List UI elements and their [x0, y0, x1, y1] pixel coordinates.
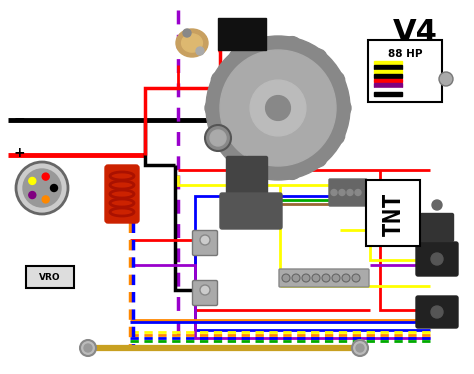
Circle shape [42, 173, 49, 180]
Circle shape [229, 149, 247, 167]
Circle shape [309, 49, 327, 67]
Circle shape [292, 274, 300, 282]
FancyBboxPatch shape [420, 214, 454, 242]
Bar [374, 74, 402, 77]
Text: +: + [14, 146, 26, 160]
Circle shape [352, 340, 368, 356]
Circle shape [200, 285, 210, 295]
Circle shape [332, 274, 340, 282]
FancyBboxPatch shape [416, 242, 458, 276]
Text: TNT: TNT [381, 190, 405, 236]
Text: V4: V4 [392, 18, 438, 47]
FancyBboxPatch shape [192, 280, 218, 306]
Circle shape [205, 125, 231, 151]
Circle shape [342, 274, 350, 282]
FancyBboxPatch shape [329, 179, 367, 206]
Circle shape [327, 127, 345, 145]
Circle shape [84, 344, 92, 352]
Circle shape [29, 191, 36, 199]
Circle shape [327, 71, 345, 89]
FancyBboxPatch shape [227, 156, 247, 197]
Bar [374, 61, 402, 64]
Circle shape [42, 196, 49, 203]
FancyBboxPatch shape [105, 165, 139, 223]
Ellipse shape [176, 29, 208, 57]
Bar [374, 83, 402, 86]
Circle shape [432, 200, 442, 210]
Bar [218, 18, 266, 50]
Circle shape [355, 190, 361, 196]
Circle shape [283, 37, 301, 55]
Circle shape [196, 47, 204, 55]
Bar [374, 79, 402, 82]
Bar [374, 70, 402, 73]
Circle shape [205, 99, 223, 117]
Circle shape [250, 80, 306, 136]
Bar [374, 88, 402, 91]
Circle shape [309, 149, 327, 167]
FancyBboxPatch shape [220, 193, 282, 229]
FancyBboxPatch shape [368, 40, 442, 102]
Circle shape [229, 49, 247, 67]
Circle shape [282, 274, 290, 282]
FancyBboxPatch shape [26, 266, 74, 288]
Circle shape [210, 130, 226, 146]
Bar [374, 65, 402, 68]
Circle shape [347, 190, 353, 196]
Circle shape [439, 72, 453, 86]
FancyBboxPatch shape [192, 230, 218, 255]
Circle shape [29, 177, 36, 184]
Circle shape [211, 127, 229, 145]
Bar [374, 92, 402, 95]
Circle shape [80, 340, 96, 356]
FancyBboxPatch shape [279, 269, 369, 287]
FancyBboxPatch shape [246, 156, 267, 197]
Circle shape [220, 50, 336, 166]
Circle shape [255, 37, 273, 55]
Text: 88 HP: 88 HP [388, 49, 422, 59]
Circle shape [51, 184, 57, 191]
Circle shape [333, 99, 351, 117]
Circle shape [23, 169, 61, 207]
Circle shape [206, 36, 350, 180]
Circle shape [16, 162, 68, 214]
Circle shape [211, 71, 229, 89]
Circle shape [183, 29, 191, 37]
Circle shape [302, 274, 310, 282]
Circle shape [255, 162, 273, 180]
Circle shape [265, 96, 291, 120]
Circle shape [356, 344, 364, 352]
Circle shape [200, 235, 210, 245]
Circle shape [339, 190, 345, 196]
FancyBboxPatch shape [416, 296, 458, 328]
Circle shape [431, 253, 443, 265]
FancyBboxPatch shape [366, 180, 420, 246]
Circle shape [431, 306, 443, 318]
Circle shape [312, 274, 320, 282]
Circle shape [283, 162, 301, 180]
Circle shape [322, 274, 330, 282]
Ellipse shape [182, 34, 202, 52]
Circle shape [331, 190, 337, 196]
Text: VRO: VRO [39, 273, 61, 282]
Text: −: − [14, 111, 26, 125]
Circle shape [352, 274, 360, 282]
